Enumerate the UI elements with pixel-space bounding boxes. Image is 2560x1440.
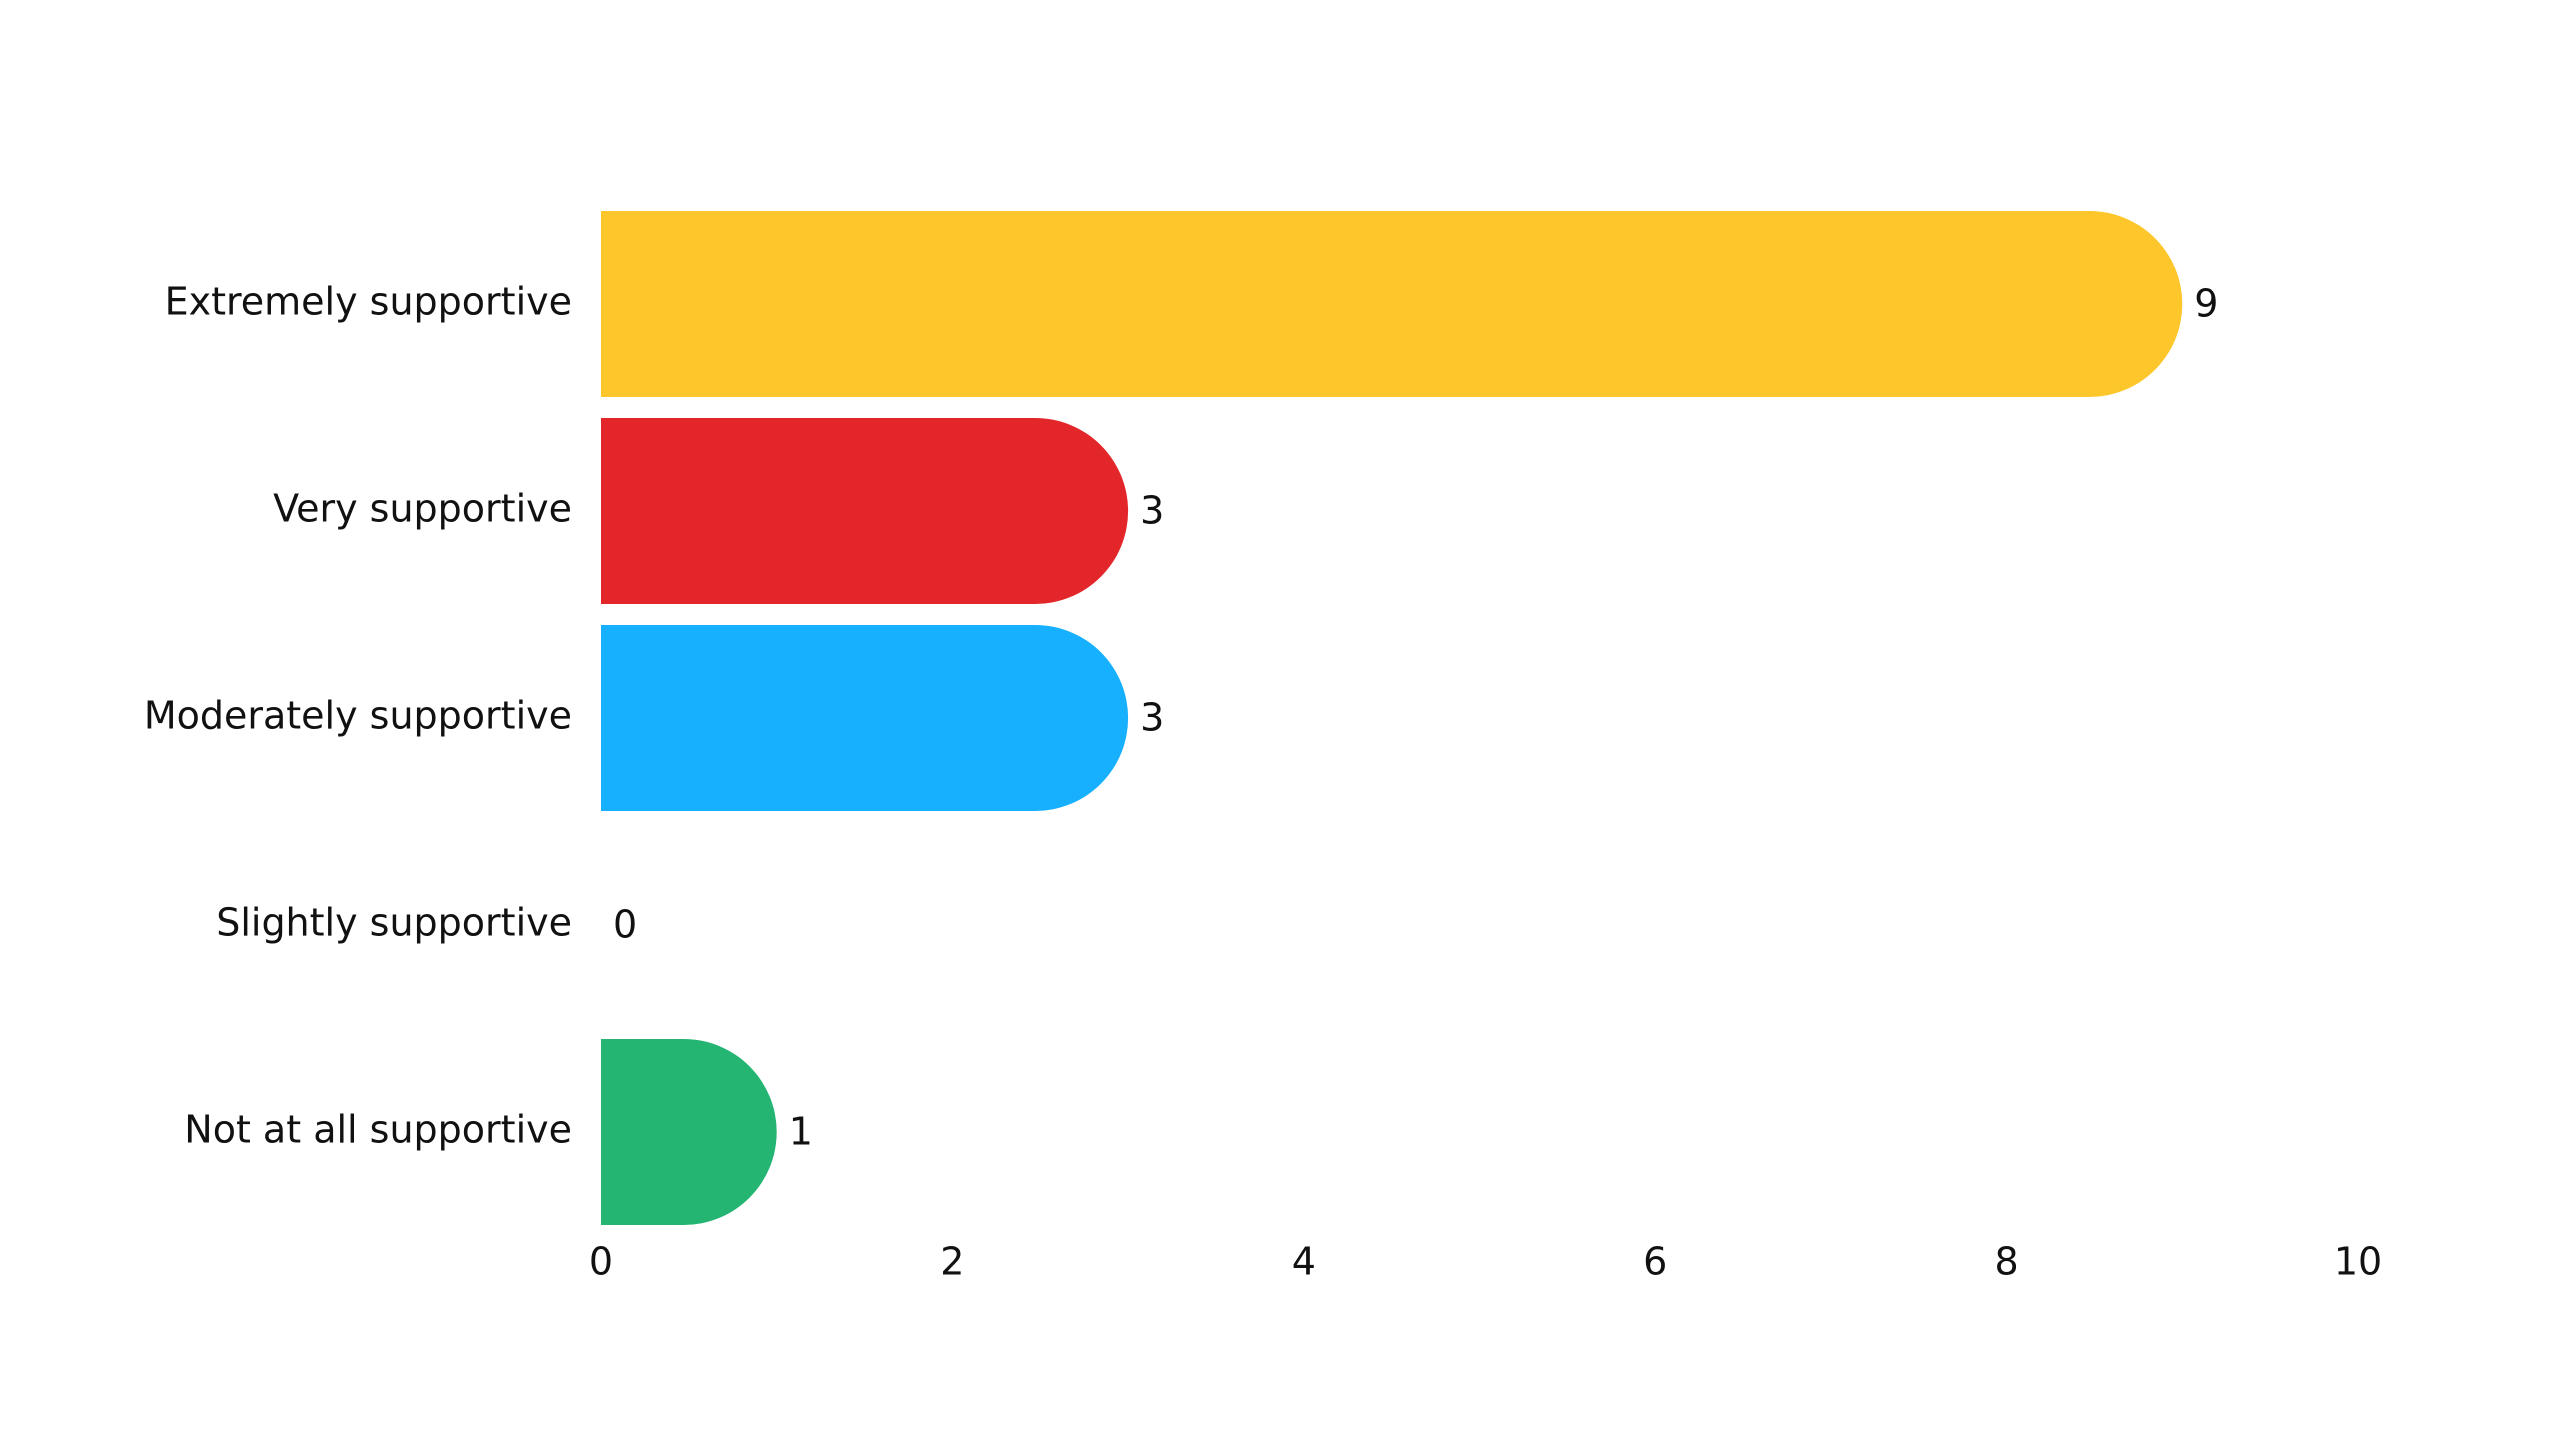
y-tick-label: Extremely supportive: [165, 280, 572, 324]
x-tick-label: 10: [2334, 1240, 2382, 1284]
value-label: 3: [1140, 696, 1164, 740]
bar: [601, 625, 1129, 811]
x-tick-label: 4: [1292, 1240, 1316, 1284]
x-tick-label: 8: [1995, 1240, 2019, 1284]
x-tick-label: 2: [940, 1240, 964, 1284]
y-tick-label: Moderately supportive: [144, 694, 572, 738]
bar: [601, 1039, 777, 1225]
bar: [601, 418, 1129, 604]
y-tick-label: Not at all supportive: [184, 1108, 572, 1152]
y-tick-label: Very supportive: [273, 487, 572, 531]
x-tick-label: 0: [589, 1240, 613, 1284]
y-tick-label: Slightly supportive: [216, 901, 572, 945]
bar: [601, 211, 2183, 397]
value-label: 0: [613, 903, 637, 947]
value-label: 1: [789, 1110, 813, 1154]
value-label: 9: [2194, 282, 2218, 326]
x-tick-label: 6: [1643, 1240, 1667, 1284]
value-label: 3: [1140, 489, 1164, 533]
